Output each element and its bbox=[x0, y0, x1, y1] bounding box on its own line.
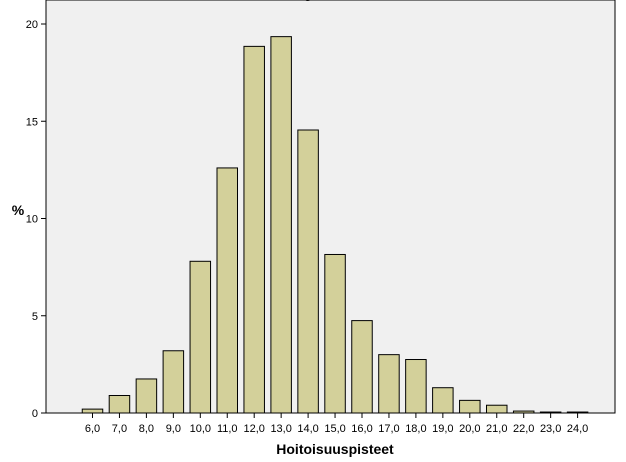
histogram-bar bbox=[351, 320, 373, 414]
histogram-bar bbox=[216, 167, 238, 414]
histogram-bar bbox=[243, 45, 265, 414]
histogram-bar bbox=[324, 253, 346, 414]
histogram-bar bbox=[566, 411, 589, 414]
histogram-bar bbox=[486, 404, 508, 414]
histogram-bar bbox=[405, 359, 427, 414]
chart-title-fragment: g bbox=[304, 0, 313, 1]
x-axis-label: Hoitoisuuspisteet bbox=[276, 441, 394, 457]
histogram-bar bbox=[162, 350, 185, 414]
x-tick-label: 22,0 bbox=[513, 423, 534, 435]
x-tick-label: 14,0 bbox=[297, 423, 318, 435]
x-tick-label: 16,0 bbox=[351, 423, 372, 435]
x-tick-label: 19,0 bbox=[432, 423, 453, 435]
histogram-bar bbox=[270, 36, 292, 414]
x-tick-label: 8,0 bbox=[139, 423, 154, 435]
x-tick-label: 20,0 bbox=[459, 423, 480, 435]
histogram-bar bbox=[81, 408, 104, 414]
bar-series bbox=[81, 36, 589, 414]
y-tick-label: 0 bbox=[32, 408, 38, 420]
x-tick-label: 10,0 bbox=[190, 423, 211, 435]
x-tick-label: 23,0 bbox=[540, 423, 561, 435]
x-tick-label: 13,0 bbox=[270, 423, 291, 435]
histogram-bar bbox=[378, 354, 400, 414]
histogram-bar bbox=[512, 410, 535, 414]
x-tick-label: 12,0 bbox=[243, 423, 264, 435]
histogram-bar bbox=[135, 378, 158, 414]
histogram-bar bbox=[459, 399, 481, 414]
histogram-bar bbox=[189, 260, 212, 414]
x-tick-label: 11,0 bbox=[217, 423, 238, 435]
x-tick-label: 9,0 bbox=[166, 423, 181, 435]
y-tick-label: 15 bbox=[26, 116, 38, 128]
x-axis: 6,0 7,0 8,0 9,0 10,0 11,0 12,0 13,0 14,0 15,0 16,0… bbox=[85, 413, 588, 435]
histogram-bar bbox=[108, 395, 131, 414]
x-tick-label: 24,0 bbox=[567, 423, 588, 435]
histogram-bar bbox=[539, 411, 562, 414]
x-tick-label: 21,0 bbox=[486, 423, 507, 435]
y-tick-label: 10 bbox=[26, 214, 38, 226]
y-tick-label: 20 bbox=[26, 19, 38, 31]
y-axis-label: % bbox=[12, 202, 25, 218]
x-tick-label: 6,0 bbox=[85, 423, 100, 435]
x-tick-label: 15,0 bbox=[324, 423, 345, 435]
x-tick-label: 18,0 bbox=[405, 423, 426, 435]
y-axis: 0 5 10 15 20 bbox=[26, 19, 46, 420]
x-tick-label: 7,0 bbox=[112, 423, 127, 435]
histogram-bar bbox=[432, 387, 454, 414]
x-tick-label: 17,0 bbox=[378, 423, 399, 435]
histogram-bar bbox=[297, 129, 319, 414]
y-tick-label: 5 bbox=[32, 311, 38, 323]
